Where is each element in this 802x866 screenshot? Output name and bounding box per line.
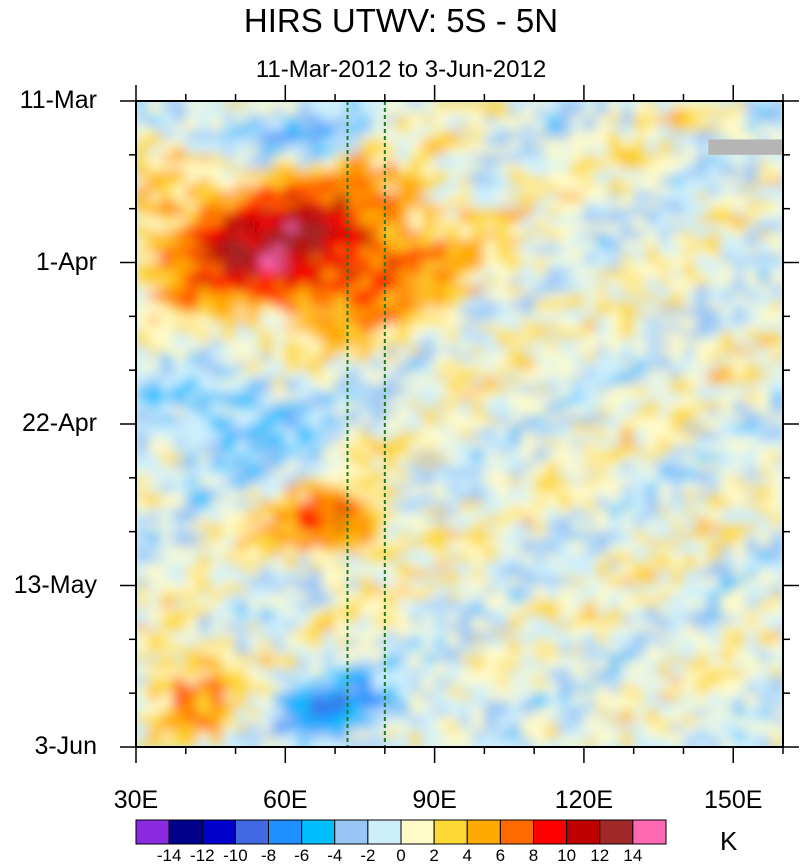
colorbar-swatch xyxy=(135,819,170,845)
colorbar-swatch xyxy=(533,819,568,845)
colorbar-swatch xyxy=(632,819,667,845)
colorbar-swatch xyxy=(599,819,634,845)
colorbar-label: 2 xyxy=(429,846,439,865)
colorbar-swatch xyxy=(499,819,534,845)
colorbar-label: -10 xyxy=(223,846,248,865)
x-tick-label: 150E xyxy=(704,786,763,814)
y-tick-label: 22-Apr xyxy=(21,409,97,437)
colorbar-label: -6 xyxy=(294,846,310,865)
colorbar-label: 0 xyxy=(396,846,406,865)
chart-subtitle: 11-Mar-2012 to 3-Jun-2012 xyxy=(255,56,547,83)
chart-title: HIRS UTWV: 5S - 5N xyxy=(243,2,559,39)
y-tick-label: 11-Mar xyxy=(19,86,97,114)
colorbar-swatch xyxy=(334,819,369,845)
colorbar-label: 4 xyxy=(462,846,472,865)
colorbar xyxy=(135,819,667,845)
x-tick-label: 120E xyxy=(554,786,614,814)
x-tick-label: 30E xyxy=(113,786,159,814)
colorbar-label: 12 xyxy=(590,846,610,865)
missing-data-patch xyxy=(708,139,783,155)
colorbar-label: -4 xyxy=(327,846,343,865)
colorbar-label: -2 xyxy=(360,846,376,865)
colorbar-label: 8 xyxy=(528,846,539,865)
colorbar-swatch xyxy=(268,819,303,845)
colorbar-label: -8 xyxy=(260,846,277,865)
anomaly-field xyxy=(136,101,783,747)
colorbar-swatch xyxy=(168,819,203,845)
y-tick-label: 3-Jun xyxy=(34,732,97,760)
axis-ticks xyxy=(120,85,799,763)
reference-lines xyxy=(346,101,386,747)
colorbar-swatch xyxy=(433,819,468,845)
y-tick-label: 13-May xyxy=(13,570,97,599)
x-tick-label: 90E xyxy=(412,786,457,814)
colorbar-label: -12 xyxy=(189,846,215,865)
colorbar-swatch xyxy=(466,819,501,845)
colorbar-swatch xyxy=(201,819,236,845)
x-tick-label: 60E xyxy=(263,786,308,814)
colorbar-label: 6 xyxy=(495,846,506,865)
colorbar-label: 10 xyxy=(557,846,577,865)
colorbar-label: 14 xyxy=(623,846,643,865)
colorbar-swatch xyxy=(566,819,601,845)
y-tick-label: 1-Apr xyxy=(35,247,97,276)
colorbar-swatch xyxy=(367,819,402,845)
colorbar-swatch xyxy=(301,819,336,845)
colorbar-swatch xyxy=(400,819,435,845)
units-label: K xyxy=(720,826,738,856)
colorbar-swatch xyxy=(234,819,269,845)
colorbar-label: -14 xyxy=(156,846,182,865)
